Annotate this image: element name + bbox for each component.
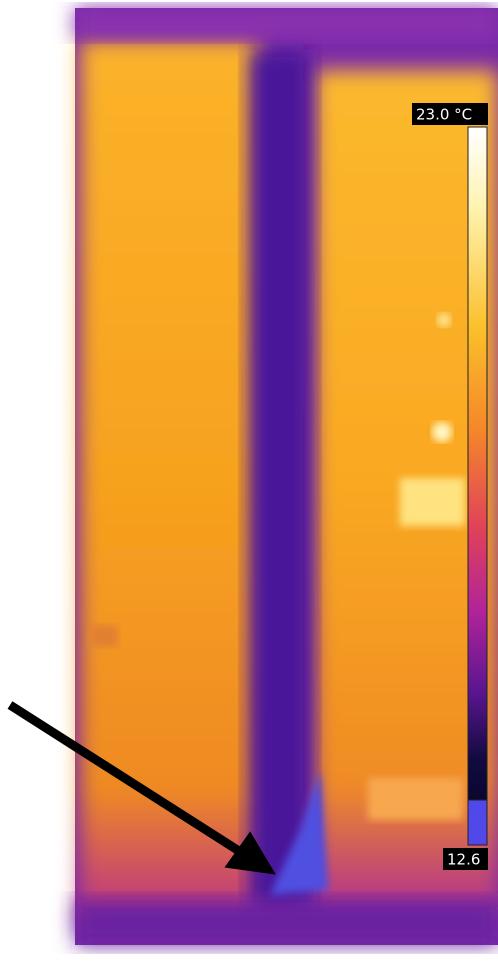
label-box — [443, 848, 488, 870]
arrow — [7, 701, 276, 875]
scale-low-segment — [467, 799, 488, 846]
min-label: 12.6 — [447, 851, 480, 869]
scale-bar — [467, 126, 488, 801]
thermal-scene — [75, 8, 498, 945]
color-scale: 23.0 °C 12.6 — [412, 103, 488, 870]
max-label: 23.0 °C — [416, 106, 472, 124]
label-box — [412, 103, 488, 125]
